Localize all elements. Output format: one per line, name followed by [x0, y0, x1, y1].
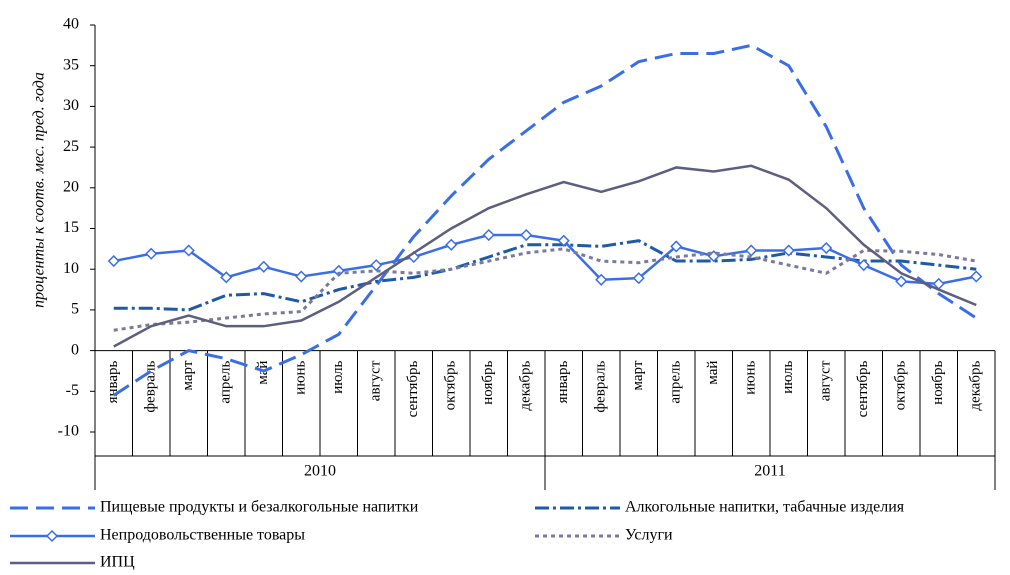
legend-label: ИПЦ	[100, 554, 135, 571]
series-line	[113, 239, 977, 312]
series-line	[113, 233, 977, 286]
series-marker	[670, 240, 683, 253]
x-tick-label: октябрь	[893, 360, 909, 410]
y-tick-label: 5	[71, 301, 79, 318]
series-marker	[970, 270, 983, 283]
series-marker	[857, 259, 870, 272]
legend-label: Алкогольные напитки, табачные изделия	[625, 499, 905, 516]
x-tick-label: август	[818, 360, 834, 401]
x-tick-label: январь	[105, 360, 121, 403]
series-marker	[895, 275, 908, 288]
legend-label: Услуги	[625, 527, 673, 544]
legend-marker	[45, 529, 59, 543]
x-tick-label: июнь	[293, 360, 309, 394]
series-marker	[295, 270, 308, 283]
x-tick-label: август	[368, 360, 384, 401]
y-tick-label: 20	[63, 178, 79, 195]
y-tick-label: 25	[63, 138, 79, 155]
x-tick-label: март	[180, 360, 196, 390]
x-tick-label: январь	[555, 360, 571, 403]
series-marker	[745, 244, 758, 257]
x-tick-label: ноябрь	[480, 360, 496, 404]
series-marker	[445, 238, 458, 251]
series-marker	[220, 271, 233, 284]
y-tick-label: 15	[63, 219, 79, 236]
x-tick-label: апрель	[218, 360, 234, 403]
series-line	[112, 43, 978, 397]
series-marker	[595, 273, 608, 286]
y-tick-label: 0	[71, 341, 79, 358]
series-marker	[632, 272, 645, 285]
y-tick-label: 30	[63, 97, 79, 114]
series-marker	[332, 264, 345, 277]
series-marker	[782, 244, 795, 257]
x-tick-label: май	[705, 361, 721, 385]
x-tick-label: март	[630, 360, 646, 390]
y-tick-label: -5	[66, 382, 79, 399]
x-tick-label: июль	[780, 360, 796, 393]
group-label: 2011	[754, 463, 785, 480]
x-tick-label: февраль	[143, 360, 159, 412]
x-tick-label: сентябрь	[405, 360, 421, 417]
x-tick-label: май	[255, 361, 271, 385]
series-line	[113, 164, 977, 348]
series-marker	[557, 234, 570, 247]
x-tick-label: июнь	[743, 360, 759, 394]
x-tick-label: февраль	[593, 360, 609, 412]
series-marker	[182, 244, 195, 257]
y-tick-label: 35	[63, 56, 79, 73]
x-tick-label: июль	[330, 360, 346, 393]
series-line	[113, 247, 977, 332]
series-marker	[520, 228, 533, 242]
y-tick-label: 10	[63, 260, 79, 277]
series-marker	[145, 247, 158, 260]
series-marker	[257, 260, 270, 273]
x-tick-label: декабрь	[968, 360, 984, 410]
y-tick-label: -10	[58, 423, 79, 440]
x-tick-label: декабрь	[518, 360, 534, 410]
x-tick-label: октябрь	[443, 360, 459, 410]
y-axis-label: проценты к соотв. мес. пред. года	[31, 72, 48, 308]
series-marker	[107, 254, 120, 268]
series-marker	[482, 228, 495, 242]
x-tick-label: ноябрь	[930, 360, 946, 404]
legend-label: Пищевые продукты и безалкогольные напитк…	[100, 499, 419, 516]
y-tick-label: 40	[63, 16, 79, 33]
group-label: 2010	[304, 463, 336, 480]
x-tick-label: сентябрь	[855, 360, 871, 417]
series-marker	[820, 241, 833, 255]
series-marker	[370, 259, 383, 272]
legend-label: Непродовольственные товары	[100, 527, 305, 544]
x-tick-label: апрель	[668, 360, 684, 403]
